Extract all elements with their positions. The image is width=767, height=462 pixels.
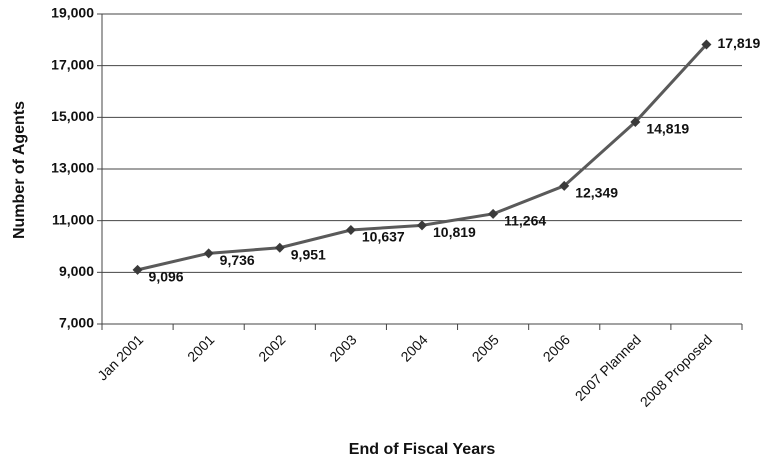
data-label: 10,637 xyxy=(362,229,405,245)
marker xyxy=(701,39,712,50)
x-tick-label: 2005 xyxy=(469,331,502,364)
x-tick-label: 2002 xyxy=(255,331,288,364)
marker xyxy=(345,225,356,236)
x-tick-label: 2003 xyxy=(326,331,359,364)
x-tick-label: 2007 Planned xyxy=(572,331,644,403)
data-label: 10,819 xyxy=(433,224,476,240)
marker xyxy=(559,180,570,191)
data-label: 14,819 xyxy=(646,121,689,137)
y-tick-label: 11,000 xyxy=(52,211,94,227)
x-tick-label: 2004 xyxy=(397,331,430,364)
data-label: 17,819 xyxy=(717,35,760,51)
x-axis-title: End of Fiscal Years xyxy=(349,441,496,458)
y-axis-title: Number of Agents xyxy=(11,101,28,239)
x-tick-label: 2008 Proposed xyxy=(637,331,715,409)
x-tick-label: Jan 2001 xyxy=(94,331,146,383)
data-label: 12,349 xyxy=(575,185,618,201)
marker xyxy=(203,248,214,259)
y-tick-label: 17,000 xyxy=(51,56,94,72)
data-line xyxy=(137,43,708,272)
marker xyxy=(488,208,499,219)
y-tick-label: 15,000 xyxy=(51,108,94,124)
y-tick-label: 13,000 xyxy=(51,160,94,176)
y-tick-label: 9,000 xyxy=(59,263,94,279)
marker xyxy=(630,117,641,128)
marker xyxy=(417,220,427,231)
x-tick-label: 2006 xyxy=(540,331,573,364)
y-tick-label: 19,000 xyxy=(51,5,94,21)
x-tick-label: 2001 xyxy=(184,331,217,364)
y-tick-label: 7,000 xyxy=(59,315,94,331)
data-label: 9,096 xyxy=(149,269,184,285)
data-label: 9,951 xyxy=(291,246,326,262)
marker xyxy=(132,264,143,275)
data-label: 9,736 xyxy=(220,252,255,268)
data-label: 11,264 xyxy=(504,213,546,229)
marker xyxy=(274,242,285,253)
